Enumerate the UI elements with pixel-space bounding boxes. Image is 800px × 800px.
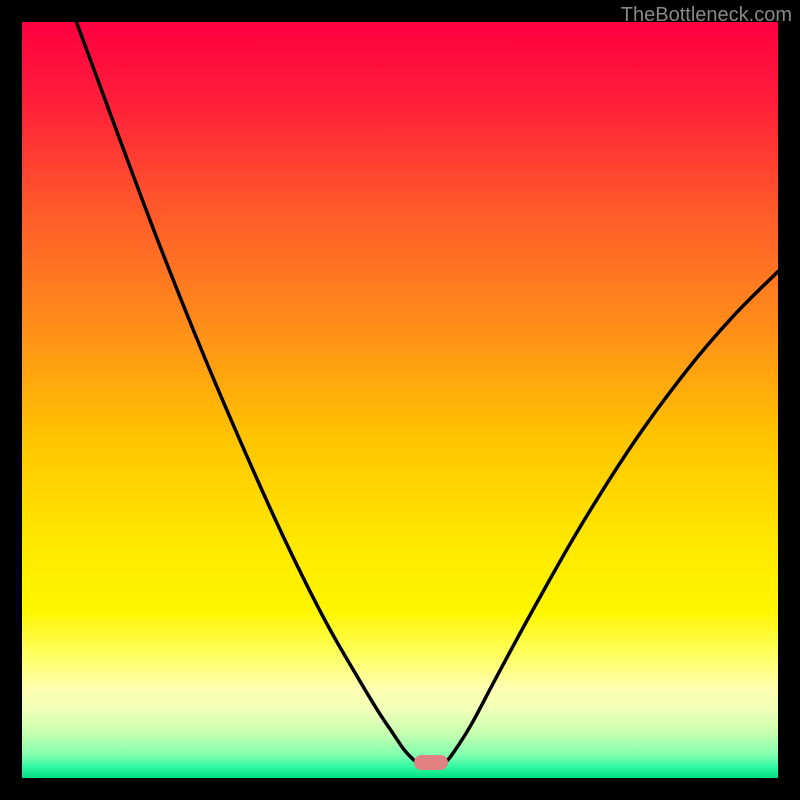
chart-container: TheBottleneck.com [0, 0, 800, 800]
plot-area [22, 22, 778, 778]
optimal-point-marker [414, 755, 448, 770]
bottleneck-curve [22, 22, 778, 778]
watermark-text: TheBottleneck.com [621, 4, 792, 27]
